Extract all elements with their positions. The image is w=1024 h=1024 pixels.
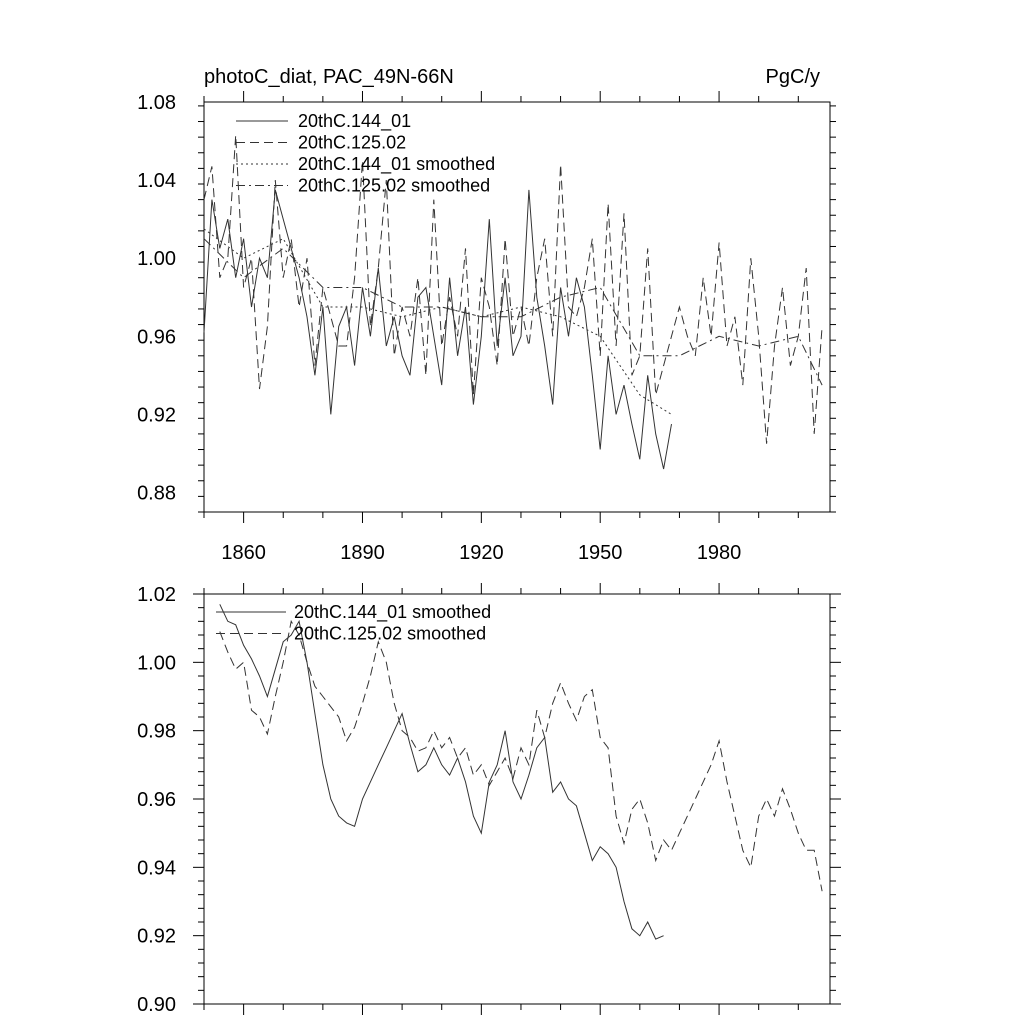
y-tick-label: 0.98 [137,721,176,743]
units-label: PgC/y [766,66,820,88]
y-tick-label: 0.96 [137,789,176,811]
y-tick-label: 0.96 [137,326,176,348]
y-tick-label: 1.02 [137,584,176,606]
x-tick-labels: 1860 1890 1920 1950 1980 [221,542,741,564]
legend-label: 20thC.144_01 [298,111,411,132]
x-tick-label: 1920 [459,542,504,564]
series-lines [203,135,823,470]
legend-label: 20thC.144_01 smoothed [294,602,491,623]
series-line [203,189,672,470]
plot-frame [203,101,831,513]
series-line [219,604,664,940]
legend-label: 20thC.125.02 smoothed [298,176,490,196]
y-tick-label: 1.08 [137,92,176,114]
series-line [203,238,823,386]
x-tick-label: 1980 [697,542,742,564]
plot-frame [203,593,831,1005]
y-tick-labels: 0.90 0.92 0.94 0.96 0.98 1.00 1.02 [137,584,176,1016]
series-line [203,135,823,444]
legend-label: 20thC.125.02 smoothed [294,624,486,644]
y-tick-label: 0.94 [137,857,176,879]
y-tick-label: 1.00 [137,652,176,674]
x-tick-label: 1890 [340,542,385,564]
y-tick-label: 0.90 [137,994,176,1016]
top-panel: photoC_diat, PAC_49N-66N PgC/y 0.880.920… [137,66,836,564]
tick-marks [193,583,841,1015]
y-tick-label: 1.04 [137,170,176,192]
legend-label: 20thC.125.02 [298,133,406,153]
chart-title: photoC_diat, PAC_49N-66N [204,66,454,88]
bottom-panel: 0.90 0.92 0.94 0.96 0.98 1.00 1.02 20thC.144_0… [137,583,841,1016]
y-tick-label: 0.88 [137,482,176,504]
tick-marks [198,91,836,523]
legend-label: 20thC.144_01 smoothed [298,154,495,175]
x-tick-label: 1860 [221,542,266,564]
series-lines [219,604,823,940]
series-line [203,228,672,415]
y-tick-label: 0.92 [137,404,176,426]
y-tick-label: 0.92 [137,926,176,948]
series-line [219,619,823,892]
x-tick-label: 1950 [578,542,623,564]
y-tick-label: 1.00 [137,248,176,270]
y-tick-labels: 0.88 0.92 0.96 1.00 1.04 1.08 [137,92,176,504]
